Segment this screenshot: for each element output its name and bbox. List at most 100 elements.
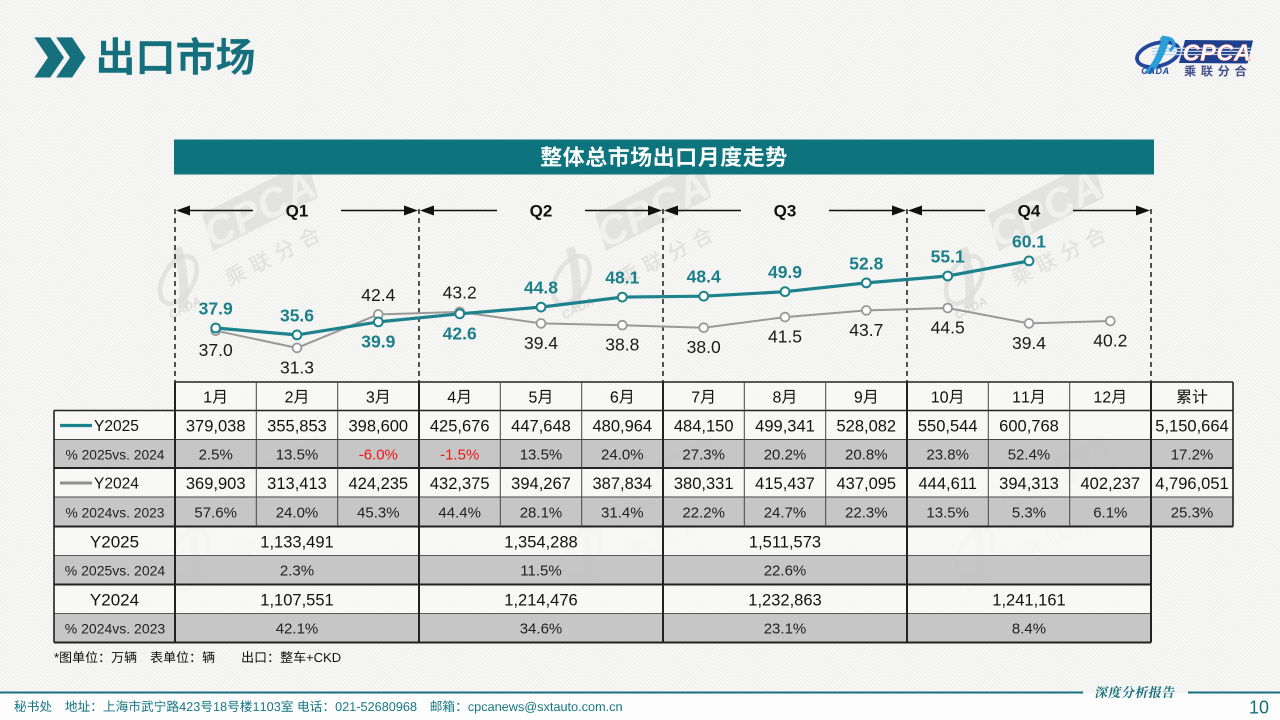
svg-text:24.0%: 24.0%	[601, 447, 644, 464]
svg-text:39.4: 39.4	[1012, 333, 1046, 353]
svg-text:31.4%: 31.4%	[601, 505, 644, 522]
svg-text:34.6%: 34.6%	[520, 621, 563, 638]
svg-text:23.1%: 23.1%	[764, 621, 807, 638]
svg-text:425,676: 425,676	[430, 418, 490, 436]
svg-text:528,082: 528,082	[836, 418, 896, 436]
svg-text:45.3%: 45.3%	[357, 505, 400, 522]
svg-text:39.9: 39.9	[361, 331, 395, 351]
svg-text:1,511,573: 1,511,573	[749, 534, 821, 552]
svg-text:57.6%: 57.6%	[194, 505, 237, 522]
svg-text:24.7%: 24.7%	[764, 505, 807, 522]
svg-text:% 2025vs. 2024: % 2025vs. 2024	[66, 448, 165, 463]
svg-text:1,214,476: 1,214,476	[504, 592, 577, 610]
svg-text:% 2024vs. 2023: % 2024vs. 2023	[65, 621, 166, 637]
svg-text:5,150,664: 5,150,664	[1155, 418, 1228, 436]
svg-text:398,600: 398,600	[348, 418, 408, 436]
svg-text:44.8: 44.8	[524, 278, 558, 298]
svg-text:37.0: 37.0	[199, 340, 233, 360]
svg-text:Q1: Q1	[286, 202, 309, 221]
svg-text:10: 10	[1249, 698, 1269, 718]
svg-text:1,107,551: 1,107,551	[260, 592, 333, 610]
svg-text:1,354,288: 1,354,288	[504, 534, 577, 552]
svg-text:432,375: 432,375	[430, 475, 490, 493]
svg-text:41.5: 41.5	[768, 327, 802, 347]
svg-text:48.1: 48.1	[605, 268, 639, 288]
svg-text:CPCA: CPCA	[1183, 40, 1252, 66]
svg-text:444,611: 444,611	[918, 475, 976, 493]
svg-text:437,095: 437,095	[836, 475, 896, 493]
svg-text:402,237: 402,237	[1080, 475, 1140, 493]
svg-text:11.5%: 11.5%	[520, 563, 561, 580]
svg-text:394,267: 394,267	[511, 475, 571, 493]
svg-text:394,313: 394,313	[999, 475, 1059, 493]
svg-text:5.3%: 5.3%	[1012, 505, 1046, 522]
svg-text:Q4: Q4	[1018, 202, 1041, 221]
svg-text:447,648: 447,648	[511, 418, 571, 436]
svg-text:40.2: 40.2	[1093, 331, 1127, 351]
svg-text:28.1%: 28.1%	[520, 505, 563, 522]
svg-text:42.6: 42.6	[443, 323, 477, 343]
svg-text:31.3: 31.3	[280, 357, 314, 377]
svg-text:415,437: 415,437	[755, 475, 815, 493]
svg-text:13.5%: 13.5%	[276, 447, 319, 464]
svg-text:369,903: 369,903	[186, 475, 246, 493]
svg-text:380,331: 380,331	[674, 475, 734, 493]
svg-text:43.7: 43.7	[849, 320, 883, 340]
svg-text:35.6: 35.6	[280, 305, 314, 325]
svg-text:42.1%: 42.1%	[276, 621, 319, 638]
svg-text:6.1%: 6.1%	[1093, 505, 1127, 522]
svg-text:38.8: 38.8	[605, 335, 639, 355]
svg-text:52.4%: 52.4%	[1008, 447, 1051, 464]
svg-text:24.0%: 24.0%	[276, 505, 319, 522]
svg-text:-1.5%: -1.5%	[440, 447, 479, 464]
svg-text:48.4: 48.4	[687, 267, 721, 287]
svg-text:55.1: 55.1	[931, 247, 965, 267]
svg-text:44.4%: 44.4%	[438, 505, 481, 522]
svg-text:43.2: 43.2	[443, 282, 477, 302]
svg-text:480,964: 480,964	[592, 418, 652, 436]
svg-text:13.5%: 13.5%	[926, 505, 969, 522]
svg-text:355,853: 355,853	[267, 418, 327, 436]
svg-text:379,038: 379,038	[186, 418, 246, 436]
svg-text:CADA: CADA	[1141, 66, 1169, 76]
svg-text:22.6%: 22.6%	[764, 563, 807, 580]
svg-text:20.8%: 20.8%	[845, 447, 888, 464]
svg-text:Y2024: Y2024	[94, 476, 139, 493]
svg-text:1,241,161: 1,241,161	[992, 592, 1065, 610]
svg-text:-6.0%: -6.0%	[359, 447, 398, 464]
svg-text:42.4: 42.4	[361, 285, 395, 305]
svg-text:2.3%: 2.3%	[280, 563, 314, 580]
svg-text:Q2: Q2	[530, 202, 553, 221]
svg-text:499,341: 499,341	[755, 418, 815, 436]
svg-text:17.2%: 17.2%	[1171, 447, 1214, 464]
svg-text:38.0: 38.0	[687, 337, 721, 357]
svg-text:% 2024vs. 2023: % 2024vs. 2023	[66, 506, 165, 521]
svg-text:2.5%: 2.5%	[199, 447, 233, 464]
svg-text:25.3%: 25.3%	[1171, 505, 1214, 522]
svg-text:424,235: 424,235	[348, 475, 408, 493]
svg-text:387,834: 387,834	[592, 475, 652, 493]
svg-text:Y2024: Y2024	[90, 591, 139, 610]
svg-text:Y2025: Y2025	[90, 533, 139, 552]
svg-text:600,768: 600,768	[999, 418, 1059, 436]
svg-text:39.4: 39.4	[524, 333, 558, 353]
svg-text:Q3: Q3	[774, 202, 797, 221]
svg-text:313,413: 313,413	[267, 475, 327, 493]
svg-text:Y2025: Y2025	[94, 418, 139, 435]
svg-text:484,150: 484,150	[674, 418, 734, 436]
svg-text:22.2%: 22.2%	[682, 505, 725, 522]
svg-text:49.9: 49.9	[768, 262, 802, 282]
svg-text:37.9: 37.9	[199, 299, 233, 319]
svg-text:13.5%: 13.5%	[520, 447, 563, 464]
svg-text:52.8: 52.8	[849, 253, 883, 273]
svg-text:4,796,051: 4,796,051	[1155, 475, 1228, 493]
svg-text:23.8%: 23.8%	[926, 447, 969, 464]
svg-text:44.5: 44.5	[931, 318, 965, 338]
svg-text:20.2%: 20.2%	[764, 447, 807, 464]
svg-text:1,232,863: 1,232,863	[748, 592, 821, 610]
svg-text:60.1: 60.1	[1012, 231, 1046, 251]
svg-text:550,544: 550,544	[918, 418, 978, 436]
svg-text:% 2025vs. 2024: % 2025vs. 2024	[65, 563, 166, 579]
svg-text:27.3%: 27.3%	[682, 447, 725, 464]
svg-text:22.3%: 22.3%	[845, 505, 888, 522]
